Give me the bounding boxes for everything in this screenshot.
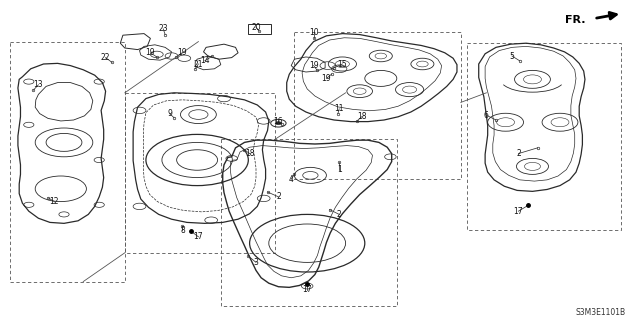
Text: 4: 4 [289, 175, 294, 184]
Text: 18: 18 [357, 112, 366, 121]
Text: 16: 16 [273, 117, 284, 126]
Text: 19: 19 [145, 48, 156, 57]
Bar [10, 42, 125, 282]
Text: 19: 19 [308, 61, 319, 70]
Text: 5: 5 [509, 52, 515, 60]
Text: 9: 9 [167, 109, 172, 118]
Text: 19: 19 [321, 74, 332, 83]
Bar [221, 139, 397, 306]
Text: 1: 1 [337, 165, 342, 174]
Text: 13: 13 [33, 80, 44, 89]
Text: 8: 8 [180, 226, 185, 235]
Text: 2: 2 [276, 192, 281, 201]
Text: 20: 20 [251, 23, 261, 32]
Text: 12: 12 [50, 197, 59, 206]
Text: 2: 2 [516, 149, 521, 158]
Bar [294, 32, 461, 179]
Text: 22: 22 [101, 53, 110, 62]
Bar [248, 24, 271, 34]
Text: 15: 15 [337, 60, 348, 68]
Circle shape [275, 122, 282, 125]
Text: 6: 6 [484, 111, 489, 120]
Text: 11: 11 [335, 104, 344, 113]
Text: 17: 17 [193, 232, 204, 241]
Text: 23: 23 [158, 24, 168, 33]
Text: 18: 18 [245, 149, 254, 158]
Text: 2: 2 [337, 210, 342, 219]
Text: 17: 17 [302, 285, 312, 294]
Text: FR.: FR. [565, 15, 586, 25]
Text: 17: 17 [513, 207, 524, 216]
Text: 3: 3 [253, 258, 259, 267]
Text: 19: 19 [177, 48, 188, 57]
Bar [125, 93, 275, 253]
Text: 14: 14 [200, 56, 210, 65]
Text: S3M3E1101B: S3M3E1101B [576, 308, 626, 317]
Text: 10: 10 [308, 28, 319, 36]
Bar [467, 43, 621, 230]
Text: 21: 21 [194, 60, 203, 68]
